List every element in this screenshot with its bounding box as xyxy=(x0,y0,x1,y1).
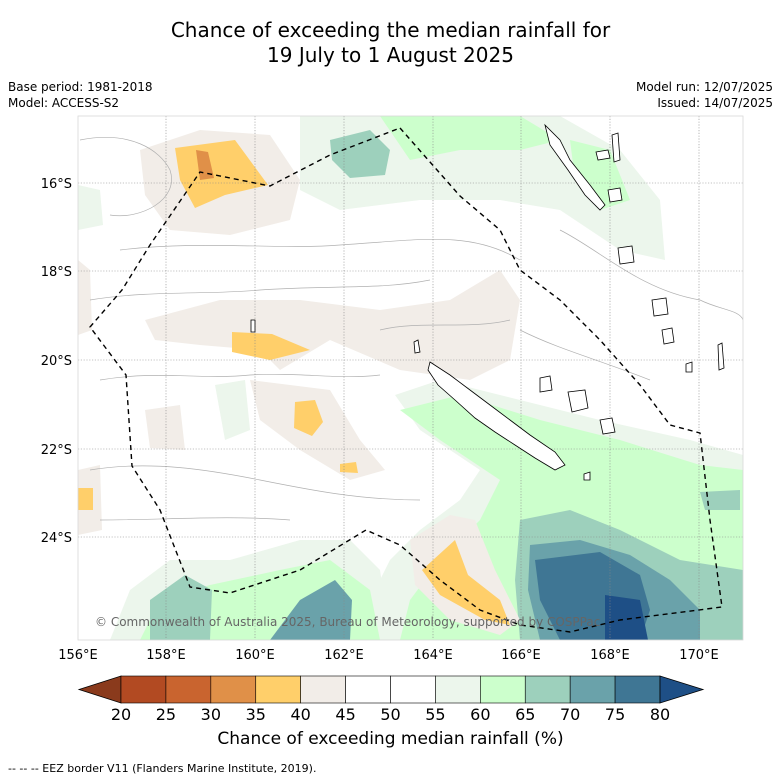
colorbar-segment xyxy=(480,675,526,704)
meta-right: Model run: 12/07/2025 Issued: 14/07/2025 xyxy=(636,79,773,111)
lat-tick-18s: 18°S xyxy=(41,265,72,280)
colorbar-tick-label: 45 xyxy=(335,705,355,724)
map-plot-area: © Commonwealth of Australia 2025, Bureau… xyxy=(78,116,743,640)
colorbar-tick-label: 65 xyxy=(515,705,535,724)
colorbar-segment xyxy=(120,675,167,704)
colorbar-segment xyxy=(435,675,481,704)
shade-area xyxy=(78,488,93,510)
lon-tick-170e: 170°E xyxy=(679,648,719,663)
colorbar-tick-label: 50 xyxy=(380,705,400,724)
lat-tick-16s: 16°S xyxy=(41,177,72,192)
lat-tick-22s: 22°S xyxy=(41,443,72,458)
colorbar-segment xyxy=(345,675,391,704)
lon-tick-156e: 156°E xyxy=(58,648,98,663)
colorbar-arrow-high xyxy=(659,675,705,704)
colorbar-tick-label: 35 xyxy=(246,705,266,724)
shade-area xyxy=(232,332,310,360)
lon-tick-168e: 168°E xyxy=(590,648,630,663)
shade-area xyxy=(145,405,185,450)
shade-area xyxy=(150,575,212,640)
colorbar-tick-label: 70 xyxy=(560,705,580,724)
shade-area xyxy=(78,185,103,230)
lon-tick-166e: 166°E xyxy=(501,648,541,663)
shade-area xyxy=(700,490,740,510)
colorbar-segment xyxy=(255,675,301,704)
shade-area xyxy=(270,580,352,640)
meta-left: Base period: 1981-2018 Model: ACCESS-S2 xyxy=(8,79,153,111)
colorbar-segment xyxy=(524,675,571,704)
colorbar-tick-label: 60 xyxy=(470,705,490,724)
vanuatu-islands xyxy=(544,123,606,211)
title-line-2: 19 July to 1 August 2025 xyxy=(267,43,514,67)
shade-area xyxy=(145,270,520,380)
lon-tick-162e: 162°E xyxy=(324,648,364,663)
colorbar-tick-label: 80 xyxy=(650,705,670,724)
colorbar-ticks: 20 25 30 35 40 45 50 55 60 65 70 75 80 xyxy=(111,705,670,724)
graticule xyxy=(78,116,743,640)
copyright-text: © Commonwealth of Australia 2025, Bureau… xyxy=(95,615,600,629)
new-caledonia-island xyxy=(427,361,566,471)
shade-area xyxy=(380,116,560,160)
shade-area xyxy=(605,595,648,640)
shade-area xyxy=(294,400,323,436)
eez-border xyxy=(89,127,723,633)
colorbar-tick-label: 25 xyxy=(156,705,176,724)
model-run: Model run: 12/07/2025 xyxy=(635,80,773,94)
map-title: Chance of exceeding the median rainfall … xyxy=(0,18,781,68)
colorbar-segment xyxy=(390,675,436,704)
colorbar-tick-label: 20 xyxy=(111,705,131,724)
colorbar-segment xyxy=(210,675,257,704)
footer-note: -- -- -- EEZ border V11 (Flanders Marine… xyxy=(8,762,317,775)
shade-area xyxy=(78,260,92,335)
colorbar-arrow-low xyxy=(77,675,122,704)
lon-tick-158e: 158°E xyxy=(146,648,186,663)
model-name: Model: ACCESS-S2 xyxy=(8,96,120,110)
colorbar-segment xyxy=(569,675,616,704)
coastlines xyxy=(250,123,725,481)
colorbar-tick-label: 75 xyxy=(605,705,625,724)
colorbar-segment xyxy=(300,675,346,704)
lon-tick-160e: 160°E xyxy=(235,648,275,663)
issued-date: Issued: 14/07/2025 xyxy=(657,96,773,110)
lat-tick-20s: 20°S xyxy=(41,354,72,369)
contour-lines xyxy=(79,136,743,521)
shade-area xyxy=(422,540,510,625)
lat-tick-24s: 24°S xyxy=(41,531,72,546)
colorbar-tick-label: 40 xyxy=(290,705,310,724)
colorbar-label: Chance of exceeding median rainfall (%) xyxy=(217,729,564,749)
base-period: Base period: 1981-2018 xyxy=(8,80,153,94)
shade-area xyxy=(250,380,385,480)
colorbar-segment xyxy=(614,675,661,704)
colorbar-tick-label: 30 xyxy=(201,705,221,724)
shade-area xyxy=(340,462,358,473)
colorbar-tick-label: 55 xyxy=(425,705,445,724)
colorbar-segment xyxy=(165,675,212,704)
lon-ticks: 156°E 158°E 160°E 162°E 164°E 166°E 168°… xyxy=(58,648,719,663)
title-line-1: Chance of exceeding the median rainfall … xyxy=(170,18,611,42)
lon-tick-164e: 164°E xyxy=(413,648,453,663)
shade-area xyxy=(330,130,390,178)
shade-area xyxy=(215,380,250,440)
lat-ticks: 16°S 18°S 20°S 22°S 24°S xyxy=(41,177,72,546)
colorbar xyxy=(77,675,705,704)
